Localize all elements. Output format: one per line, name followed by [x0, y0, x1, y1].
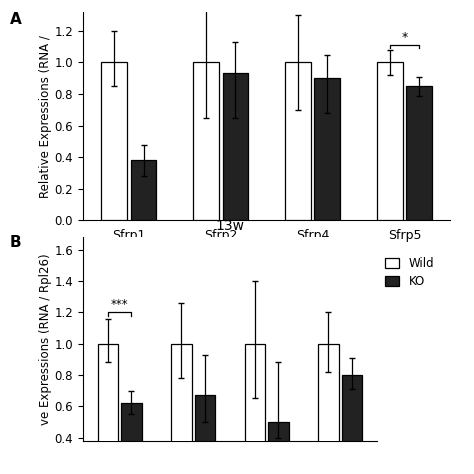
Text: B: B — [9, 235, 21, 250]
Bar — [245, 344, 265, 474]
Bar — [377, 63, 402, 220]
Bar — [314, 78, 340, 220]
Bar — [268, 422, 289, 474]
Text: A: A — [9, 12, 21, 27]
Bar — [131, 160, 156, 220]
Bar — [318, 344, 338, 474]
Bar — [342, 375, 362, 474]
Bar — [195, 395, 215, 474]
Legend: Wild, KO: Wild, KO — [385, 257, 434, 288]
Bar — [98, 344, 118, 474]
Y-axis label: ve Expressions (RNA / Rpl26): ve Expressions (RNA / Rpl26) — [39, 253, 52, 425]
Text: ***: *** — [111, 298, 128, 310]
Bar — [285, 63, 311, 220]
Y-axis label: Relative Expressions (RNA /: Relative Expressions (RNA / — [39, 35, 52, 198]
Bar — [222, 73, 248, 220]
Bar — [193, 63, 219, 220]
Bar — [101, 63, 127, 220]
Title: 13w: 13w — [215, 219, 245, 233]
Bar — [171, 344, 191, 474]
Bar — [406, 86, 432, 220]
Text: *: * — [401, 31, 408, 44]
Bar — [121, 403, 142, 474]
